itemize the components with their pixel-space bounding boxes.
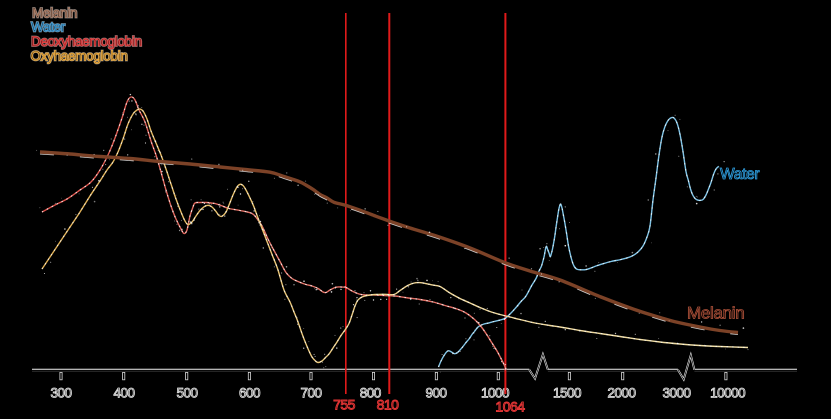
svg-text:Deoxyhaemoglobin: Deoxyhaemoglobin xyxy=(31,34,142,49)
svg-text:600: 600 xyxy=(239,386,260,401)
svg-text:10000: 10000 xyxy=(710,386,745,401)
svg-text:Melanin: Melanin xyxy=(32,6,77,21)
svg-text:Deoxyhaemoglobin: Deoxyhaemoglobin xyxy=(31,34,142,49)
svg-text:300: 300 xyxy=(50,386,71,401)
svg-text:Oxyhaemoglobin: Oxyhaemoglobin xyxy=(31,49,128,64)
svg-text:Oxyhaemoglobin: Oxyhaemoglobin xyxy=(31,49,128,64)
svg-text:1064: 1064 xyxy=(495,399,525,415)
svg-text:400: 400 xyxy=(113,386,134,401)
svg-text:755: 755 xyxy=(333,397,356,413)
svg-text:Water: Water xyxy=(31,20,66,35)
svg-text:Melanin: Melanin xyxy=(32,6,77,21)
svg-text:810: 810 xyxy=(377,397,400,413)
svg-text:2000: 2000 xyxy=(607,386,635,401)
svg-text:Water: Water xyxy=(31,20,66,35)
svg-text:Water: Water xyxy=(720,166,759,183)
svg-text:3000: 3000 xyxy=(662,386,690,401)
svg-text:Melanin: Melanin xyxy=(687,304,744,323)
svg-text:800: 800 xyxy=(360,386,381,401)
svg-text:500: 500 xyxy=(176,386,197,401)
svg-text:1000: 1000 xyxy=(481,386,509,401)
svg-text:700: 700 xyxy=(300,386,321,401)
svg-text:900: 900 xyxy=(425,386,446,401)
svg-text:1500: 1500 xyxy=(553,386,581,401)
